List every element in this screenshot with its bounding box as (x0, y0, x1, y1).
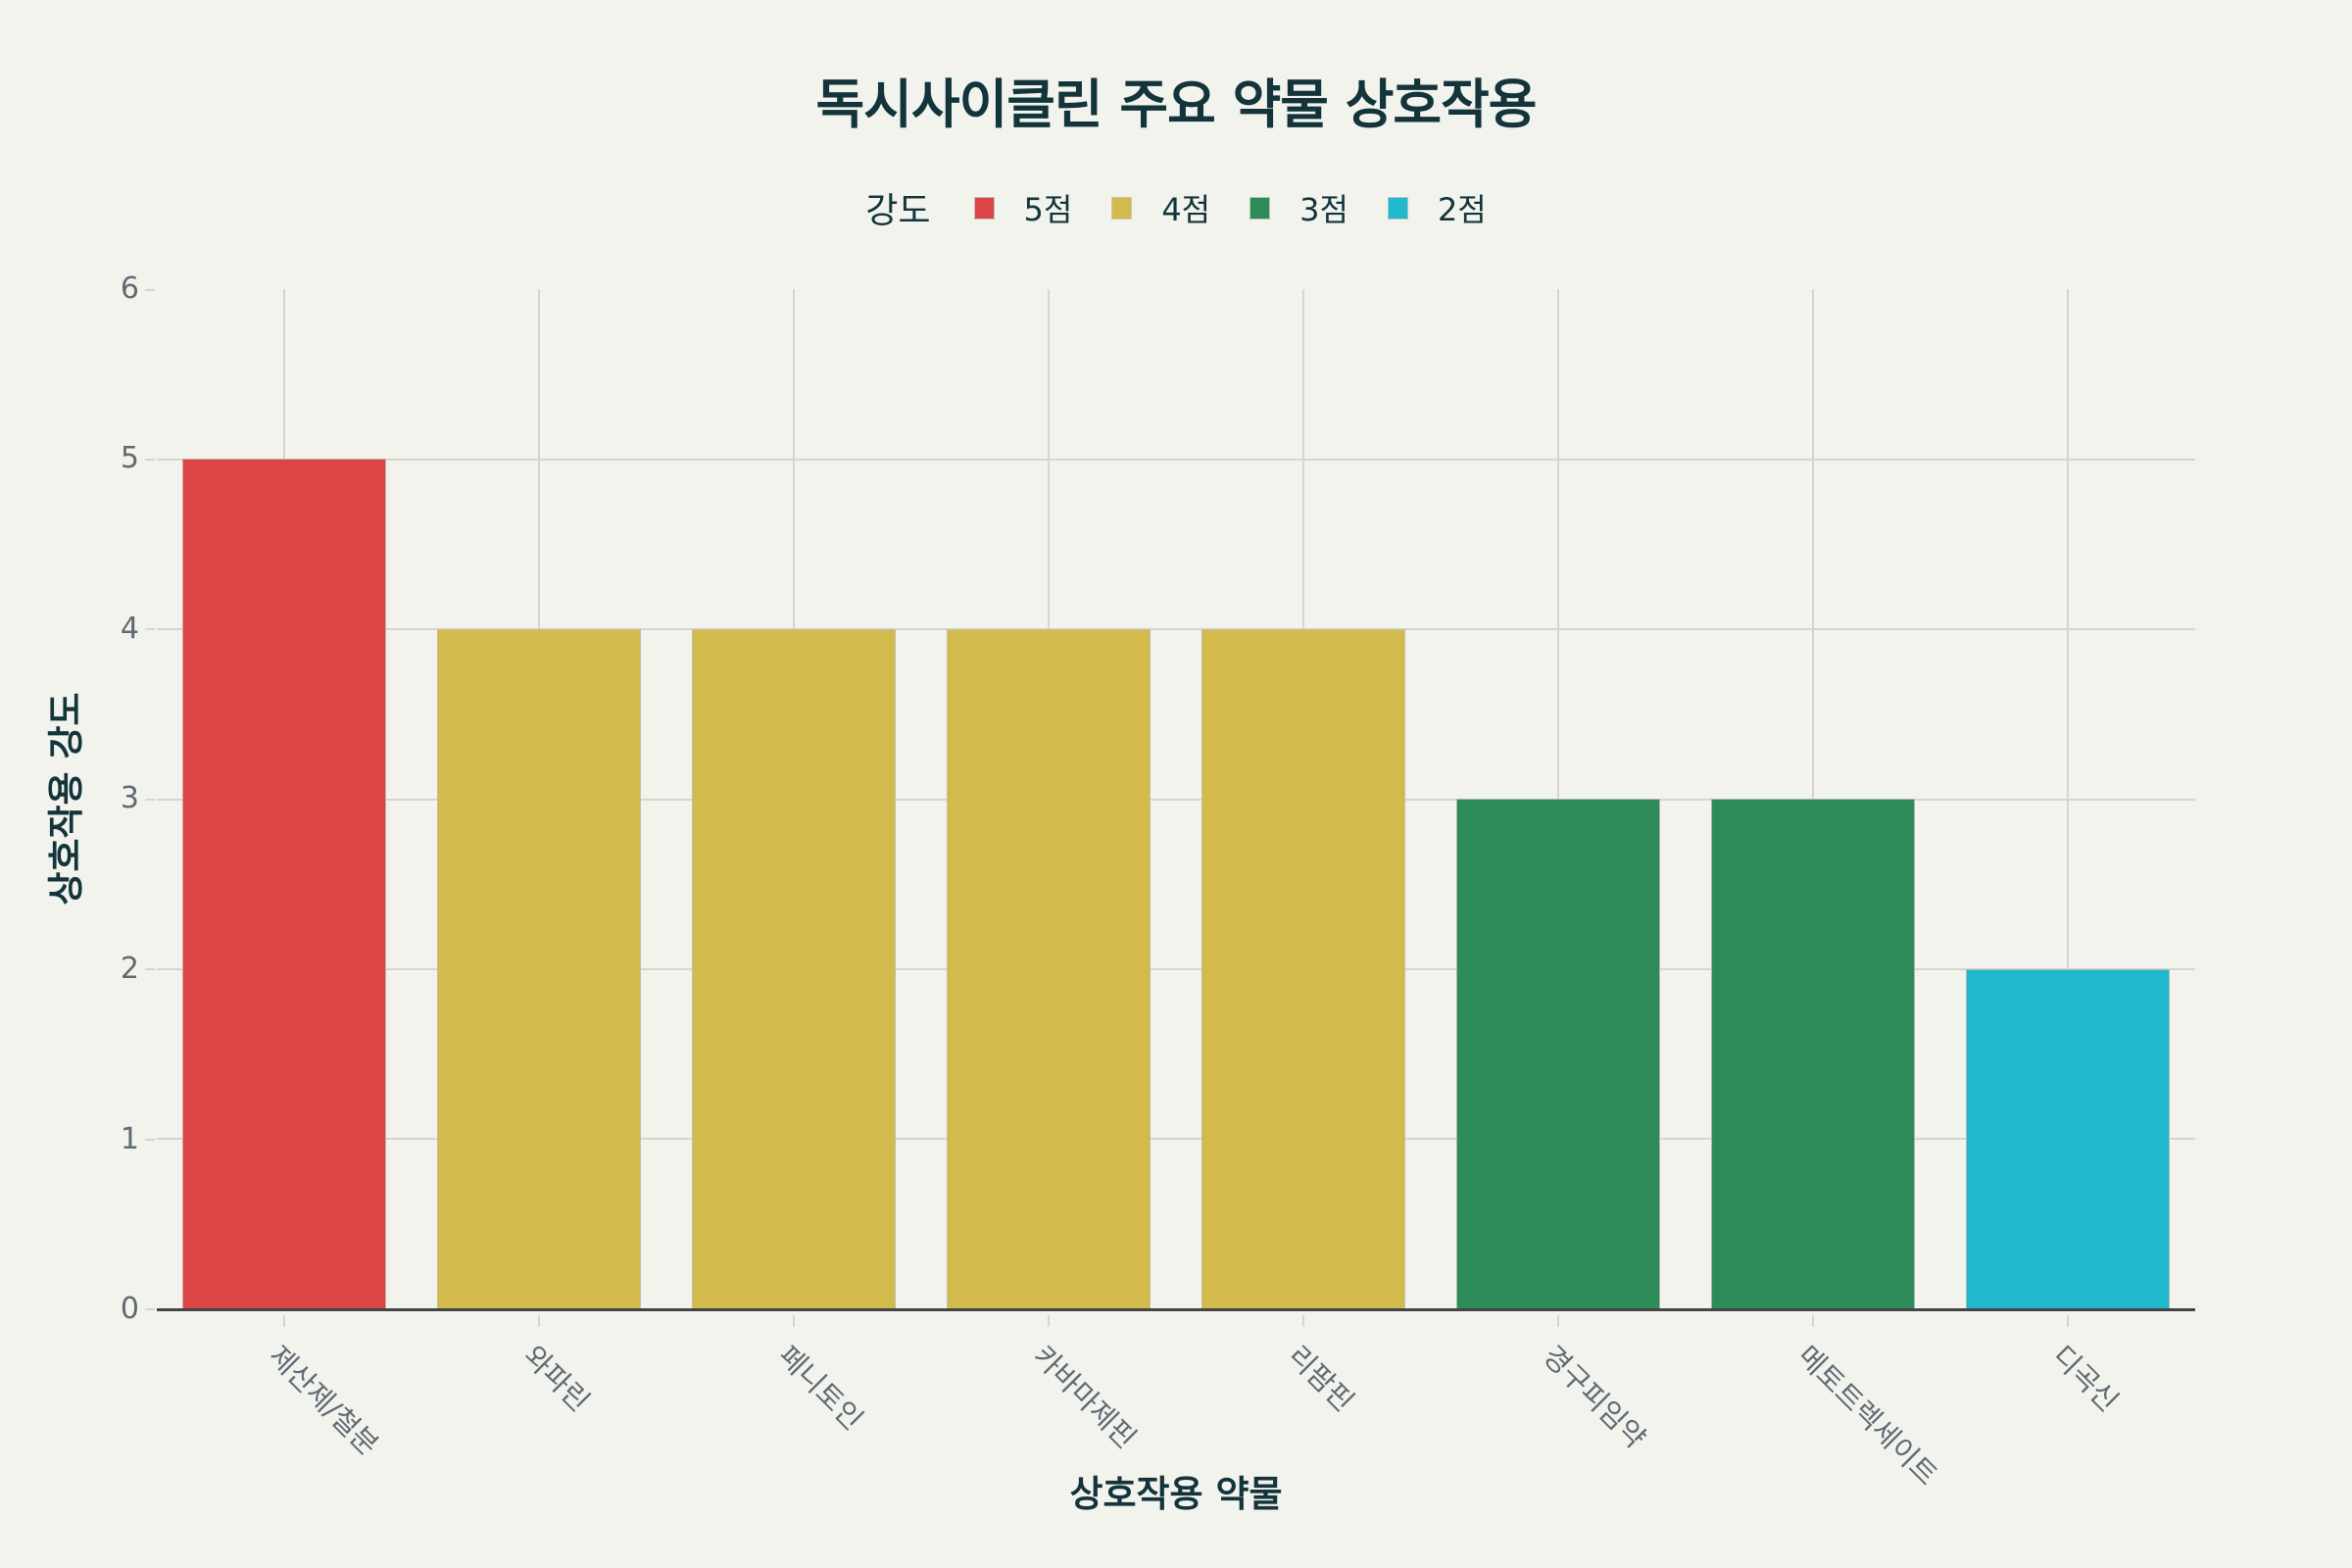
gridline-h (157, 628, 2195, 630)
y-tick-label: 4 (120, 612, 139, 646)
legend-swatch-icon (973, 196, 995, 220)
gridline-h (157, 459, 2195, 461)
legend-item-4[interactable]: 4점 (1111, 185, 1210, 230)
x-tick-label: 디곡신 (2045, 1339, 2126, 1418)
y-tick-mark (145, 628, 155, 630)
y-tick-label: 1 (120, 1122, 139, 1156)
x-tick-mark (1812, 1315, 1814, 1327)
legend: 강도 5점 4점 3점 2점 (0, 182, 2352, 233)
legend-label: 5점 (1023, 191, 1073, 228)
y-tick-mark (145, 968, 155, 970)
bar-phenytoin[interactable] (692, 629, 896, 1309)
x-tick-label: 경구피임약 (1536, 1339, 1653, 1455)
legend-title: 강도 (865, 191, 931, 231)
legend-item-5[interactable]: 5점 (973, 185, 1073, 230)
legend-swatch-icon (1111, 196, 1133, 220)
x-tick-label: 제산제/철분 (262, 1339, 385, 1462)
x-axis-line (157, 1308, 2195, 1311)
bar-methotrexate[interactable] (1711, 799, 1915, 1309)
y-tick-mark (145, 799, 155, 801)
plot-area (157, 289, 2195, 1311)
legend-label: 2점 (1437, 191, 1487, 228)
x-tick-mark (1302, 1315, 1304, 1327)
legend-swatch-icon (1250, 196, 1271, 220)
x-tick-mark (283, 1315, 285, 1327)
y-tick-label: 2 (120, 952, 139, 986)
x-tick-label: 페니토인 (771, 1339, 870, 1437)
y-tick-mark (145, 459, 155, 461)
legend-label: 4점 (1161, 191, 1211, 228)
x-tick-label: 리팜핀 (1281, 1339, 1361, 1418)
legend-item-2[interactable]: 2점 (1387, 185, 1487, 230)
gridline-h (157, 799, 2195, 801)
legend-swatch-icon (1387, 196, 1408, 220)
y-tick-label: 6 (120, 271, 139, 306)
x-tick-mark (793, 1315, 795, 1327)
chart-title: 독시사이클린 주요 약물 상호작용 (815, 74, 1538, 135)
legend-label: 3점 (1299, 191, 1348, 228)
bar-antacid-iron[interactable] (182, 459, 386, 1309)
legend-item-3[interactable]: 3점 (1250, 185, 1348, 230)
bar-digoxin[interactable] (1966, 969, 2170, 1309)
x-tick-mark (1048, 1315, 1050, 1327)
gridline-h (157, 1138, 2195, 1140)
y-tick-label: 3 (120, 781, 139, 815)
x-tick-mark (2067, 1315, 2069, 1327)
gridline-h (157, 968, 2195, 970)
bar-carbamazepine[interactable] (947, 629, 1151, 1309)
x-tick-label: 와파린 (516, 1339, 597, 1418)
x-tick-label: 카바마제핀 (1026, 1339, 1144, 1455)
y-tick-mark (145, 289, 155, 291)
bar-rifampin[interactable] (1201, 629, 1405, 1309)
y-tick-mark (145, 1308, 155, 1310)
gridline-v (2067, 289, 2069, 1309)
x-axis-title: 상호작용 약물 (1069, 1473, 1283, 1515)
y-tick-mark (145, 1139, 155, 1141)
y-axis-title: 상호작용 강도 (45, 692, 87, 906)
bar-warfarin[interactable] (437, 629, 641, 1309)
y-tick-label: 5 (120, 441, 139, 475)
x-tick-mark (1557, 1315, 1559, 1327)
bar-oral-contraceptive[interactable] (1456, 799, 1660, 1309)
y-tick-label: 0 (120, 1292, 139, 1326)
x-tick-mark (538, 1315, 540, 1327)
